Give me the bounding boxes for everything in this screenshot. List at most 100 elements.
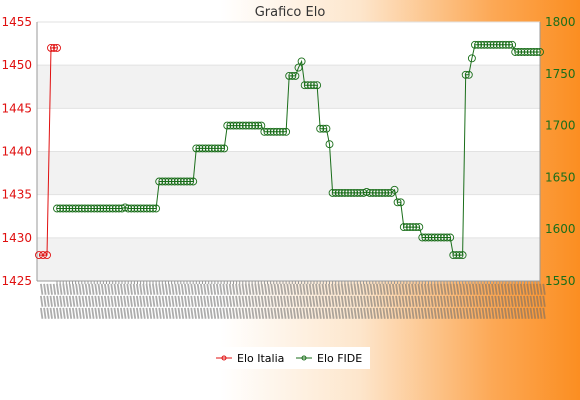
- x-tick-label: [449, 283, 453, 295]
- fide-point: [356, 188, 365, 197]
- x-tick-label: [417, 283, 421, 295]
- fide-point: [427, 233, 436, 242]
- fide-point: [232, 121, 241, 130]
- x-tick-label: [532, 283, 537, 295]
- x-tick-label: [289, 283, 293, 295]
- fide-point: [56, 204, 65, 213]
- x-tick-label: [520, 283, 524, 295]
- x-tick-label: [183, 283, 188, 295]
- x-tick-label: [340, 295, 345, 307]
- fide-point: [440, 233, 448, 242]
- x-tick-label: [408, 307, 412, 319]
- x-tick-label: [78, 295, 82, 307]
- x-tick-label: [62, 295, 66, 307]
- x-tick-label: [327, 295, 332, 307]
- x-tick-label: [481, 307, 485, 319]
- x-tick-label: [193, 307, 197, 319]
- x-tick-label: [312, 283, 316, 295]
- x-tick-label: [97, 295, 101, 307]
- x-tick-label: [353, 295, 357, 307]
- x-tick-label: [379, 307, 383, 319]
- x-tick-label: [126, 295, 130, 307]
- x-tick-label: [523, 307, 527, 319]
- x-tick-label: [359, 307, 364, 319]
- fide-point: [241, 121, 250, 130]
- x-tick-label: [219, 307, 223, 319]
- x-tick-label: [167, 307, 172, 319]
- x-tick-label: [72, 283, 76, 295]
- x-tick-label: [468, 283, 473, 295]
- x-tick-label: [62, 307, 66, 319]
- x-tick-label: [462, 283, 466, 295]
- fide-point: [449, 251, 458, 260]
- x-tick-label: [299, 283, 303, 295]
- x-tick-label: [62, 283, 66, 295]
- x-tick-label: [395, 307, 399, 319]
- fide-point: [251, 121, 260, 130]
- x-tick-label: [145, 307, 149, 319]
- x-tick-label: [424, 307, 428, 319]
- fide-point: [195, 144, 204, 153]
- x-tick-label: [468, 307, 473, 319]
- x-tick-label: [379, 295, 383, 307]
- x-tick-label: [142, 283, 146, 295]
- x-tick-label: [244, 283, 249, 295]
- fide-point: [201, 144, 210, 153]
- fide-point: [210, 144, 219, 153]
- fide-point: [136, 204, 145, 213]
- x-tick-label: [529, 283, 533, 295]
- x-tick-label: [136, 295, 140, 307]
- fide-point: [313, 81, 322, 90]
- x-tick-label: [295, 283, 300, 295]
- x-tick-label: [468, 295, 473, 307]
- fide-point: [334, 188, 343, 197]
- x-tick-label: [363, 295, 367, 307]
- x-tick-label: [113, 295, 117, 307]
- fide-point: [127, 204, 136, 213]
- x-tick-label: [475, 283, 479, 295]
- x-tick-label: [267, 295, 271, 307]
- x-tick-label: [94, 307, 98, 319]
- x-tick-label: [238, 295, 242, 307]
- x-tick-label: [97, 283, 101, 295]
- x-tick-label: [87, 283, 92, 295]
- x-tick-label: [343, 295, 348, 307]
- x-tick-label: [183, 295, 188, 307]
- x-tick-label: [279, 295, 284, 307]
- x-tick-label: [200, 307, 204, 319]
- fide-point: [498, 40, 507, 49]
- x-tick-label: [411, 283, 415, 295]
- fide-point: [59, 204, 68, 213]
- x-tick-label: [68, 295, 73, 307]
- x-tick-label: [263, 295, 268, 307]
- x-tick-label: [129, 295, 133, 307]
- x-tick-label: [129, 307, 133, 319]
- x-tick-label: [55, 283, 60, 295]
- x-tick-label: [311, 295, 316, 307]
- x-tick-label: [107, 307, 111, 319]
- x-tick-label: [52, 307, 57, 319]
- x-tick-label: [167, 295, 172, 307]
- x-tick-label: [177, 295, 181, 307]
- x-tick-label: [417, 307, 421, 319]
- x-tick-label: [139, 295, 143, 307]
- x-tick-label: [513, 307, 517, 319]
- x-tick-label: [164, 283, 169, 295]
- x-tick-label: [414, 283, 418, 295]
- x-tick-label: [206, 283, 210, 295]
- x-tick-label: [510, 283, 514, 295]
- x-tick-label: [321, 295, 325, 307]
- x-tick-label: [241, 307, 245, 319]
- x-tick-label: [369, 283, 373, 295]
- x-tick-label: [513, 283, 517, 295]
- fide-point: [84, 204, 92, 213]
- x-tick-label: [199, 283, 204, 295]
- x-tick-label: [372, 283, 377, 295]
- x-tick-label: [308, 295, 313, 307]
- x-tick-label: [542, 295, 546, 307]
- x-tick-label: [507, 283, 511, 295]
- fide-point: [399, 223, 408, 232]
- x-tick-label: [222, 283, 226, 295]
- x-tick-label: [228, 307, 233, 319]
- legend-italia-label: Elo Italia: [237, 352, 284, 365]
